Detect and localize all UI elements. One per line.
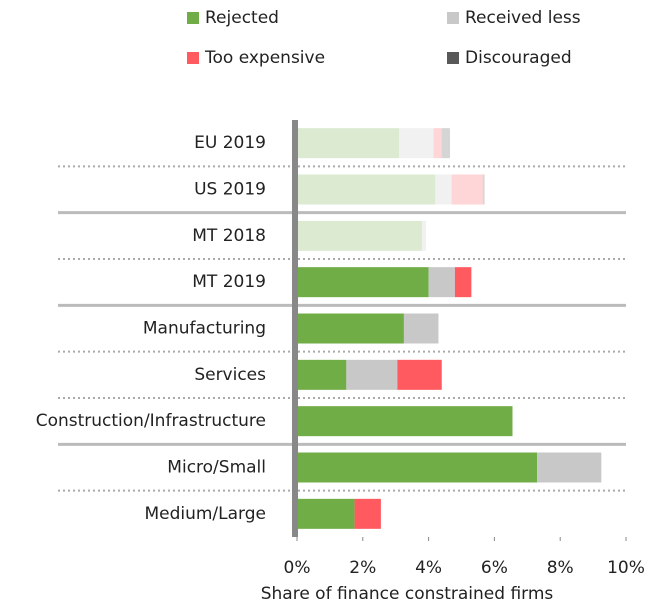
- y-tick-label: Medium/Large: [144, 504, 266, 524]
- y-tick-label: Services: [194, 365, 266, 385]
- x-tick-label: 2%: [349, 558, 376, 578]
- y-tick-label: Construction/Infrastructure: [36, 411, 266, 431]
- y-tick-label: EU 2019: [194, 133, 266, 153]
- bar-segment: [403, 313, 439, 344]
- y-tick-label: Micro/Small: [167, 458, 266, 478]
- bar-segment: [454, 267, 472, 298]
- bar-segment: [346, 359, 398, 390]
- bar-segment: [451, 174, 483, 205]
- x-tick-label: 10%: [607, 558, 645, 578]
- bar-segment: [441, 128, 450, 159]
- bar-segment: [297, 313, 404, 344]
- bar-segment: [297, 267, 429, 298]
- y-tick-label: US 2019: [194, 180, 266, 200]
- bar-segment: [297, 498, 355, 529]
- legend-label: Received less: [465, 8, 581, 28]
- bar-segment: [354, 498, 381, 529]
- legend-swatch: [187, 12, 199, 24]
- x-tick-label: 6%: [481, 558, 508, 578]
- x-tick-label: 8%: [547, 558, 574, 578]
- bar-segment: [397, 359, 442, 390]
- y-tick-label: Manufacturing: [143, 319, 266, 339]
- bar-segment: [537, 452, 602, 483]
- bar-segment: [297, 452, 538, 483]
- x-tick-label: 4%: [415, 558, 442, 578]
- bar-segment: [297, 406, 513, 437]
- legend-swatch: [447, 12, 459, 24]
- bar-segment: [398, 128, 434, 159]
- legend-label: Discouraged: [465, 48, 572, 68]
- bar-segment: [433, 128, 442, 159]
- bar-segment: [428, 267, 455, 298]
- bar-segment: [297, 359, 347, 390]
- bar-segment: [435, 174, 452, 205]
- legend-label: Rejected: [205, 8, 279, 28]
- y-tick-label: MT 2019: [192, 272, 266, 292]
- bar-segment: [297, 174, 436, 205]
- x-tick-label: 0%: [284, 558, 311, 578]
- legend-swatch: [447, 52, 459, 64]
- legend-swatch: [187, 52, 199, 64]
- bar-segment: [482, 174, 485, 205]
- bar-segment: [422, 220, 426, 251]
- x-axis-label: Share of finance constrained firms: [261, 584, 554, 604]
- legend-label: Too expensive: [204, 48, 325, 68]
- y-tick-label: MT 2018: [192, 226, 266, 246]
- bar-segment: [297, 128, 399, 159]
- bar-segment: [297, 220, 423, 251]
